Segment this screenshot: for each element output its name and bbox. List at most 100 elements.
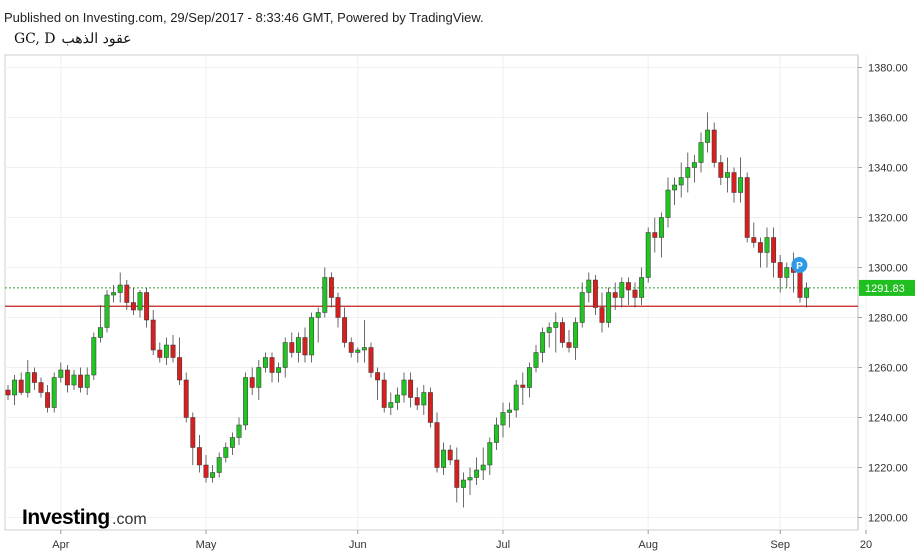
candle-body[interactable]	[467, 477, 473, 481]
candle-body[interactable]	[777, 262, 783, 278]
candle-body[interactable]	[553, 322, 559, 328]
candle-body[interactable]	[51, 377, 57, 408]
candle-body[interactable]	[91, 337, 97, 376]
candle-body[interactable]	[348, 342, 354, 353]
candle-body[interactable]	[408, 379, 414, 398]
candle-body[interactable]	[144, 292, 150, 321]
candle-body[interactable]	[586, 279, 592, 293]
candle-body[interactable]	[540, 332, 546, 353]
candle-body[interactable]	[223, 447, 229, 458]
candle-body[interactable]	[414, 397, 420, 406]
candle-body[interactable]	[573, 322, 579, 348]
candle-body[interactable]	[25, 372, 31, 393]
candle-body[interactable]	[315, 312, 321, 318]
candle-body[interactable]	[368, 347, 374, 373]
candle-body[interactable]	[784, 267, 790, 278]
candle-body[interactable]	[685, 167, 691, 178]
candle-body[interactable]	[764, 237, 770, 253]
candle-body[interactable]	[58, 369, 64, 378]
candle-body[interactable]	[804, 287, 810, 298]
candle-body[interactable]	[711, 129, 717, 163]
candle-body[interactable]	[229, 437, 235, 448]
candle-body[interactable]	[474, 469, 480, 478]
candle-body[interactable]	[262, 357, 268, 368]
candle-body[interactable]	[665, 189, 671, 218]
candle-body[interactable]	[427, 392, 433, 423]
candle-body[interactable]	[302, 337, 308, 356]
candle-body[interactable]	[579, 292, 585, 323]
candle-body[interactable]	[104, 294, 110, 328]
candle-body[interactable]	[137, 292, 143, 311]
candle-body[interactable]	[309, 317, 315, 356]
candle-body[interactable]	[216, 457, 222, 473]
candle-body[interactable]	[441, 449, 447, 468]
candle-body[interactable]	[381, 379, 387, 408]
candle-body[interactable]	[375, 372, 381, 381]
candle-body[interactable]	[335, 297, 341, 318]
candle-body[interactable]	[520, 384, 526, 388]
candle-body[interactable]	[599, 307, 605, 323]
candle-body[interactable]	[592, 279, 598, 308]
candle-body[interactable]	[183, 379, 189, 418]
candle-body[interactable]	[771, 237, 777, 263]
candle-body[interactable]	[526, 367, 532, 388]
candle-body[interactable]	[97, 327, 103, 338]
candle-body[interactable]	[698, 142, 704, 163]
price-chart[interactable]: 1380.00 1360.00 1340.00 1320.00 1300.00 1280.…	[4, 54, 916, 558]
candle-body[interactable]	[78, 374, 84, 388]
candle-body[interactable]	[401, 379, 407, 396]
candle-body[interactable]	[487, 442, 493, 466]
candle-body[interactable]	[744, 177, 750, 238]
candle-body[interactable]	[533, 352, 539, 368]
candle-body[interactable]	[282, 342, 288, 368]
candle-body[interactable]	[606, 292, 612, 323]
candle-body[interactable]	[421, 392, 427, 406]
candle-body[interactable]	[84, 374, 90, 388]
candle-body[interactable]	[738, 177, 744, 193]
candle-body[interactable]	[355, 349, 361, 353]
candle-body[interactable]	[691, 162, 697, 168]
candle-body[interactable]	[493, 424, 499, 443]
candle-body[interactable]	[645, 232, 651, 278]
candle-body[interactable]	[625, 282, 631, 291]
candle-body[interactable]	[797, 272, 803, 298]
candle-body[interactable]	[243, 377, 249, 426]
candle-body[interactable]	[328, 277, 334, 298]
candle-body[interactable]	[276, 367, 282, 373]
plot-area[interactable]	[4, 54, 859, 531]
candle-body[interactable]	[190, 417, 196, 448]
candle-body[interactable]	[269, 357, 275, 373]
candle-body[interactable]	[658, 217, 664, 238]
candle-body[interactable]	[705, 129, 711, 143]
candle-body[interactable]	[71, 374, 77, 386]
candle-body[interactable]	[394, 394, 400, 403]
candle-body[interactable]	[117, 284, 123, 293]
candle-body[interactable]	[632, 289, 638, 298]
candle-body[interactable]	[731, 172, 737, 193]
candle-body[interactable]	[295, 337, 301, 353]
candlestick-chart-svg[interactable]: 1380.00 1360.00 1340.00 1320.00 1300.00 1280.…	[4, 54, 916, 558]
candle-body[interactable]	[64, 369, 70, 386]
candle-body[interactable]	[45, 392, 51, 408]
candle-body[interactable]	[388, 402, 394, 408]
candle-body[interactable]	[210, 472, 216, 478]
candle-body[interactable]	[163, 344, 169, 358]
candle-body[interactable]	[150, 319, 156, 351]
candle-body[interactable]	[652, 232, 658, 238]
candle-body[interactable]	[619, 282, 625, 298]
candle-body[interactable]	[170, 344, 176, 358]
candle-body[interactable]	[124, 284, 130, 303]
candle-body[interactable]	[5, 389, 11, 396]
candle-body[interactable]	[757, 242, 763, 253]
candle-body[interactable]	[559, 322, 565, 343]
candle-body[interactable]	[500, 412, 506, 426]
candle-body[interactable]	[480, 464, 486, 471]
candle-body[interactable]	[18, 379, 24, 393]
candle-body[interactable]	[249, 377, 255, 388]
candle-body[interactable]	[447, 449, 453, 461]
candle-body[interactable]	[256, 367, 262, 388]
candle-body[interactable]	[157, 349, 163, 358]
dividend-marker-icon[interactable]	[791, 257, 808, 273]
candle-body[interactable]	[203, 464, 209, 478]
candle-body[interactable]	[612, 292, 618, 298]
